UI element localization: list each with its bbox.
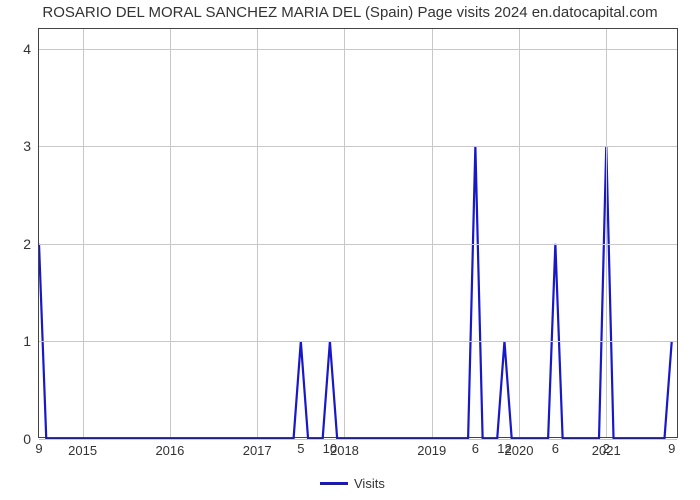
plot-area: 0123420152016201720182019202020219510612… <box>38 28 678 438</box>
x-tick-label: 2020 <box>505 443 534 458</box>
y-tick-label: 1 <box>23 333 31 349</box>
data-point-label: 6 <box>472 441 479 456</box>
data-point-label: 9 <box>35 441 42 456</box>
chart-container: { "chart": { "type": "line", "title": "R… <box>0 0 700 500</box>
chart-title: ROSARIO DEL MORAL SANCHEZ MARIA DEL (Spa… <box>0 4 700 21</box>
visits-polyline <box>39 146 672 439</box>
x-tick-label: 2017 <box>243 443 272 458</box>
data-point-label: 5 <box>297 441 304 456</box>
y-tick-label: 0 <box>23 431 31 447</box>
legend: Visits <box>320 476 385 491</box>
data-point-label: 6 <box>552 441 559 456</box>
gridline-vertical <box>170 29 171 437</box>
x-tick-label: 2016 <box>155 443 184 458</box>
gridline-horizontal <box>39 49 677 50</box>
legend-label: Visits <box>354 476 385 491</box>
gridline-vertical <box>606 29 607 437</box>
gridline-vertical <box>344 29 345 437</box>
legend-swatch <box>320 482 348 485</box>
y-tick-label: 3 <box>23 138 31 154</box>
gridline-vertical <box>83 29 84 437</box>
x-tick-label: 2015 <box>68 443 97 458</box>
visits-line-series <box>39 29 679 439</box>
gridline-vertical <box>432 29 433 437</box>
y-tick-label: 2 <box>23 236 31 252</box>
x-tick-label: 2019 <box>417 443 446 458</box>
x-tick-label: 2018 <box>330 443 359 458</box>
gridline-horizontal <box>39 439 677 440</box>
gridline-vertical <box>257 29 258 437</box>
x-tick-label: 2021 <box>592 443 621 458</box>
y-tick-label: 4 <box>23 41 31 57</box>
gridline-horizontal <box>39 244 677 245</box>
gridline-vertical <box>519 29 520 437</box>
gridline-horizontal <box>39 146 677 147</box>
data-point-label: 9 <box>668 441 675 456</box>
gridline-horizontal <box>39 341 677 342</box>
